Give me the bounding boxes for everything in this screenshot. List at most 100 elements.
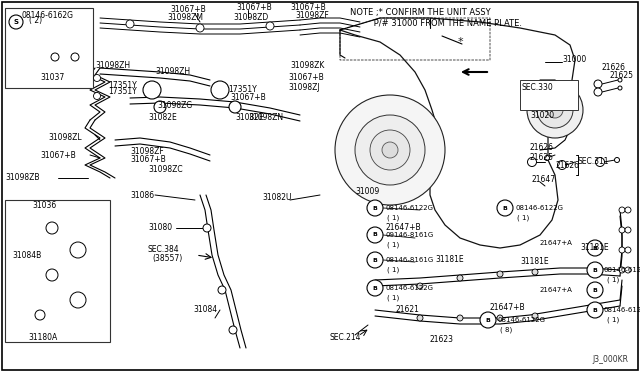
Text: 31020: 31020 <box>530 110 554 119</box>
Text: (38557): (38557) <box>152 253 182 263</box>
Circle shape <box>614 157 620 163</box>
Circle shape <box>587 262 603 278</box>
Text: 31098ZF: 31098ZF <box>295 10 329 19</box>
Text: 31180A: 31180A <box>28 334 57 343</box>
Text: ( 1): ( 1) <box>387 295 399 301</box>
Text: 31098ZN: 31098ZN <box>248 113 283 122</box>
Circle shape <box>618 78 622 82</box>
Text: 21647+B: 21647+B <box>385 224 420 232</box>
Text: 31067+B: 31067+B <box>40 151 76 160</box>
Text: SEC.330: SEC.330 <box>522 83 554 93</box>
Text: B: B <box>372 285 378 291</box>
Bar <box>520 80 578 110</box>
Text: 31098ZG: 31098ZG <box>157 100 193 109</box>
Text: 31082E: 31082E <box>235 113 264 122</box>
Text: 31067+B: 31067+B <box>236 3 272 13</box>
Circle shape <box>625 207 631 213</box>
Circle shape <box>587 302 603 318</box>
Circle shape <box>527 82 583 138</box>
Circle shape <box>367 280 383 296</box>
Text: 08146-8161G: 08146-8161G <box>385 257 433 263</box>
Text: 21626: 21626 <box>530 144 554 153</box>
Text: 21647+B: 21647+B <box>490 304 525 312</box>
Circle shape <box>619 247 625 253</box>
Circle shape <box>545 155 550 160</box>
Circle shape <box>370 130 410 170</box>
Text: 31084B: 31084B <box>12 250 41 260</box>
Circle shape <box>527 157 536 167</box>
Circle shape <box>367 200 383 216</box>
Circle shape <box>218 286 226 294</box>
Text: 31098ZH: 31098ZH <box>155 67 190 77</box>
Circle shape <box>497 200 513 216</box>
Text: B: B <box>372 257 378 263</box>
Circle shape <box>51 53 59 61</box>
Circle shape <box>619 267 625 273</box>
Circle shape <box>557 160 566 170</box>
Text: 31181E: 31181E <box>435 256 463 264</box>
Circle shape <box>211 81 229 99</box>
Text: 31084: 31084 <box>193 305 217 314</box>
Circle shape <box>497 315 503 321</box>
Text: 31098ZH: 31098ZH <box>95 61 130 70</box>
Circle shape <box>229 326 237 334</box>
Circle shape <box>367 227 383 243</box>
Text: 08146-6122G: 08146-6122G <box>603 307 640 313</box>
Text: B: B <box>593 288 597 292</box>
Circle shape <box>547 102 563 118</box>
Text: 17351Y: 17351Y <box>228 86 257 94</box>
Text: ( 1): ( 1) <box>387 267 399 273</box>
Text: 31098ZJ: 31098ZJ <box>288 83 319 92</box>
Circle shape <box>532 269 538 275</box>
Text: NOTE ;* CONFIRM THE UNIT ASSY
         P/# 31000 FROM THE NAME PLATE.: NOTE ;* CONFIRM THE UNIT ASSY P/# 31000 … <box>350 8 522 28</box>
Text: 31080: 31080 <box>148 224 172 232</box>
Text: 09146-8161G: 09146-8161G <box>385 232 433 238</box>
Circle shape <box>196 24 204 32</box>
Bar <box>5 200 110 342</box>
Circle shape <box>417 315 423 321</box>
Text: 31098ZC: 31098ZC <box>148 166 182 174</box>
Circle shape <box>9 15 23 29</box>
Circle shape <box>625 247 631 253</box>
Circle shape <box>70 242 86 258</box>
Text: 31067+B: 31067+B <box>170 6 205 15</box>
Text: *: * <box>457 37 463 47</box>
Circle shape <box>203 224 211 232</box>
Text: 31067+B: 31067+B <box>130 155 166 164</box>
Text: B: B <box>486 317 490 323</box>
Text: ( 1): ( 1) <box>607 277 620 283</box>
Text: 21623: 21623 <box>430 336 454 344</box>
Text: 21647+A: 21647+A <box>540 287 573 293</box>
Circle shape <box>335 95 445 205</box>
Text: 21647+A: 21647+A <box>540 240 573 246</box>
Text: 31082E: 31082E <box>148 113 177 122</box>
Text: ( 1): ( 1) <box>607 317 620 323</box>
Circle shape <box>71 53 79 61</box>
Circle shape <box>154 101 166 113</box>
Circle shape <box>35 310 45 320</box>
Circle shape <box>93 74 100 81</box>
Text: 31009: 31009 <box>355 187 380 196</box>
Circle shape <box>382 142 398 158</box>
Circle shape <box>594 88 602 96</box>
Circle shape <box>70 292 86 308</box>
Text: 31037: 31037 <box>40 73 64 81</box>
Text: 31067+B: 31067+B <box>230 93 266 103</box>
Circle shape <box>625 267 631 273</box>
Circle shape <box>619 207 625 213</box>
Text: 31181E: 31181E <box>520 257 548 266</box>
Text: J3_000KR: J3_000KR <box>592 356 628 365</box>
Text: 08146-6122G: 08146-6122G <box>603 267 640 273</box>
Text: 08146-6122G: 08146-6122G <box>385 285 433 291</box>
Text: 08146-6122G: 08146-6122G <box>515 205 563 211</box>
Circle shape <box>537 92 573 128</box>
Text: ( 1): ( 1) <box>387 215 399 221</box>
Text: 21625: 21625 <box>530 154 554 163</box>
Circle shape <box>417 283 423 289</box>
Circle shape <box>587 282 603 298</box>
Text: SEC.311: SEC.311 <box>578 157 609 167</box>
Text: 08146-6122G: 08146-6122G <box>385 205 433 211</box>
Circle shape <box>480 312 496 328</box>
Text: SEC.214: SEC.214 <box>330 334 362 343</box>
Text: 08146-6122G: 08146-6122G <box>498 317 546 323</box>
